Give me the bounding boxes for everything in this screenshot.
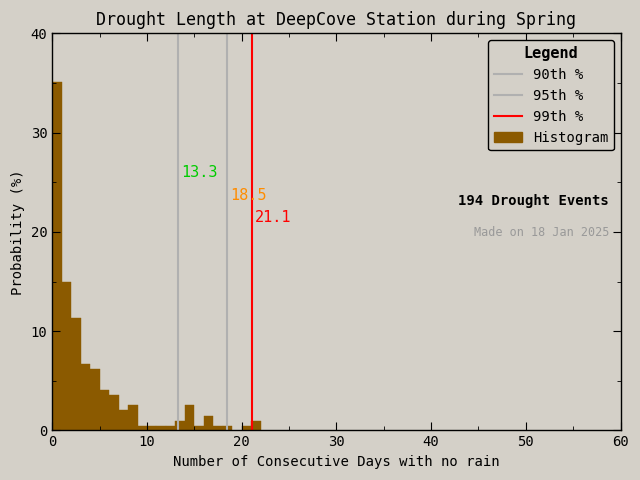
X-axis label: Number of Consecutive Days with no rain: Number of Consecutive Days with no rain bbox=[173, 455, 500, 469]
Bar bbox=[100, 390, 109, 431]
Bar bbox=[52, 82, 61, 431]
Text: 194 Drought Events: 194 Drought Events bbox=[458, 194, 609, 208]
Text: 21.1: 21.1 bbox=[255, 210, 291, 225]
Bar bbox=[81, 364, 90, 431]
Bar bbox=[109, 395, 118, 431]
Bar bbox=[118, 409, 128, 431]
Bar bbox=[213, 425, 223, 431]
Legend: 90th %, 95th %, 99th %, Histogram: 90th %, 95th %, 99th %, Histogram bbox=[488, 40, 614, 150]
Bar bbox=[156, 425, 166, 431]
Bar bbox=[195, 425, 204, 431]
Y-axis label: Probability (%): Probability (%) bbox=[11, 169, 25, 295]
Bar bbox=[128, 405, 138, 431]
Bar bbox=[185, 405, 195, 431]
Bar bbox=[251, 420, 260, 431]
Bar bbox=[223, 425, 232, 431]
Bar bbox=[71, 318, 81, 431]
Text: Made on 18 Jan 2025: Made on 18 Jan 2025 bbox=[474, 226, 609, 239]
Text: 13.3: 13.3 bbox=[181, 166, 218, 180]
Bar bbox=[166, 425, 175, 431]
Bar bbox=[138, 425, 147, 431]
Bar bbox=[90, 369, 100, 431]
Text: 18.5: 18.5 bbox=[230, 188, 267, 203]
Bar bbox=[147, 425, 156, 431]
Title: Drought Length at DeepCove Station during Spring: Drought Length at DeepCove Station durin… bbox=[97, 11, 577, 29]
Bar bbox=[242, 425, 251, 431]
Bar bbox=[175, 420, 185, 431]
Bar bbox=[61, 282, 71, 431]
Bar bbox=[204, 416, 213, 431]
